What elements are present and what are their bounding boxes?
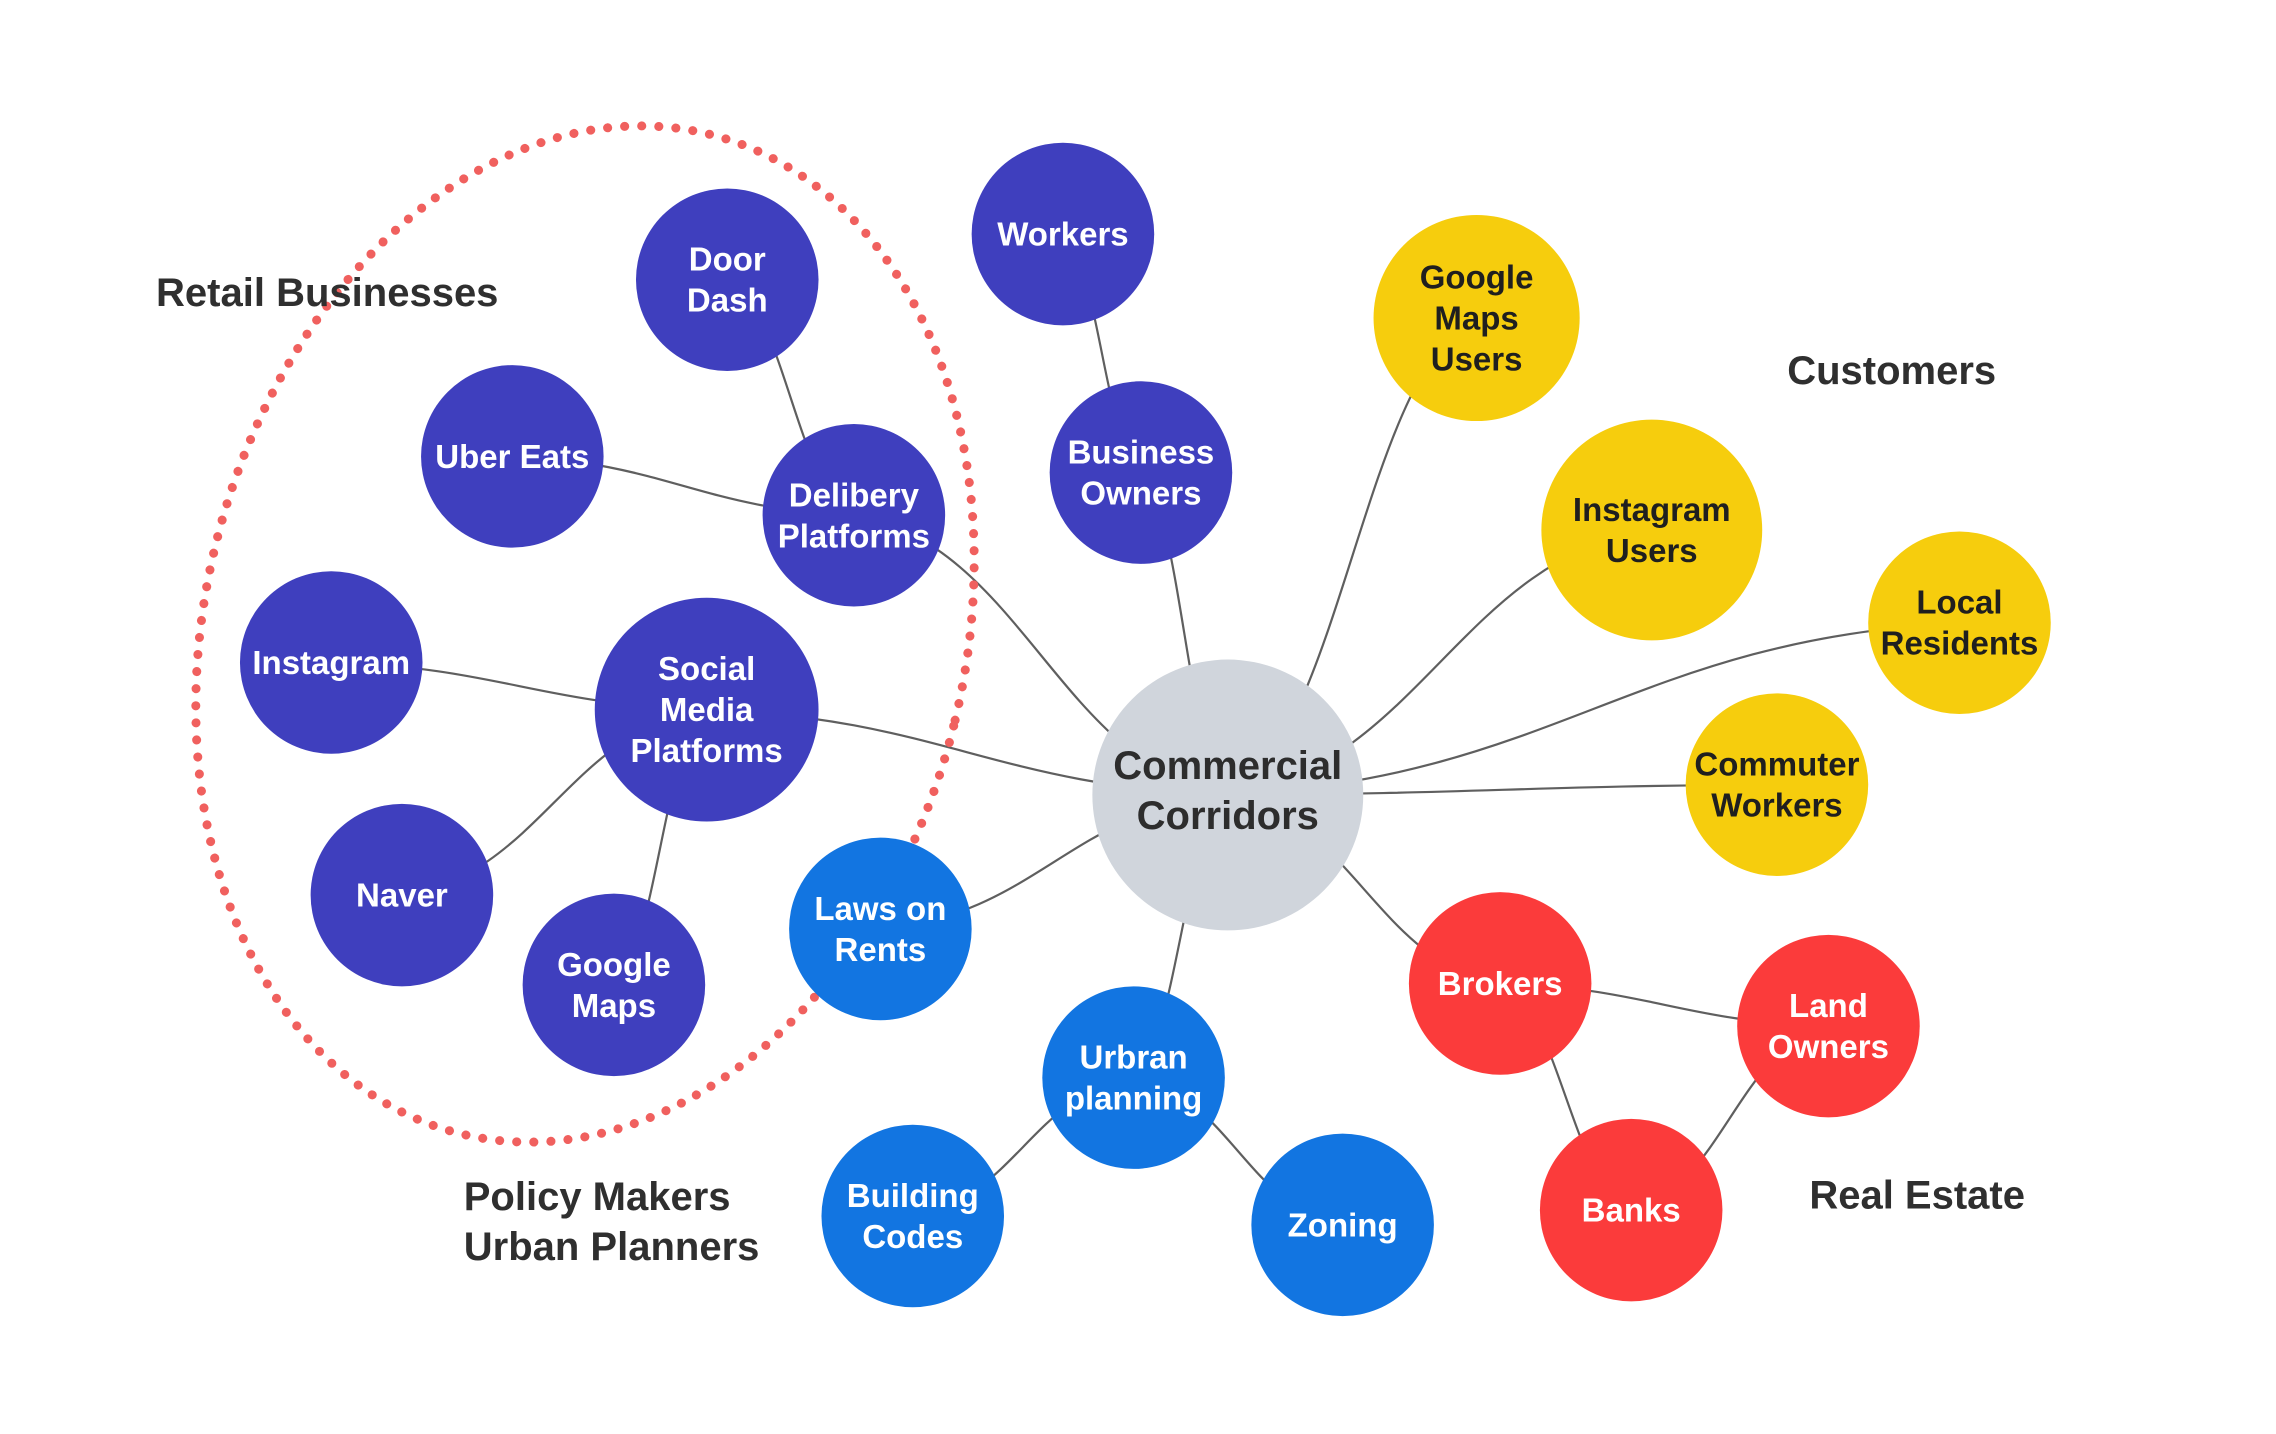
node-delibery-platforms[interactable]: Delibery Platforms [762,423,946,607]
node-commuter-workers-circle [1685,693,1869,876]
node-door-dash-label-line-2: Dash [687,282,768,319]
node-google-maps-users-circle [1373,214,1580,422]
node-door-dash-label-line-1: Door [689,241,766,278]
center-node-label-line-2: Corridors [1137,794,1319,838]
node-workers-label-line-1: Workers [997,216,1128,253]
center-node[interactable]: Commercial Corridors [1092,659,1364,931]
group-label-policy-2: Urban Planners [464,1225,760,1269]
node-delibery-platforms-label-line-1: Delibery [789,476,920,513]
node-google-maps[interactable]: Google Maps [522,893,706,1077]
node-naver[interactable]: Naver [310,803,494,987]
node-instagram-circle [239,571,423,754]
node-commuter-workers-label-line-1: Commuter [1694,746,1859,783]
node-commuter-workers[interactable]: Commuter Workers [1685,693,1869,876]
node-building-codes-label-line-2: Codes [862,1218,963,1255]
group-labels: Retail Businesses Customers Real Estate Pol… [156,271,2025,1269]
node-building-codes-label-line-1: Building [847,1177,979,1214]
node-instagram-users-circle [1541,419,1763,641]
nodes-layer: Door Dash Uber Eats Delibery Platforms Instag… [239,142,2051,1317]
node-google-maps-users-label-line-1: Google [1420,258,1534,295]
node-banks[interactable]: Banks [1539,1118,1723,1302]
node-local-residents-label-line-2: Residents [1881,625,2039,662]
node-google-maps-users[interactable]: Google Maps Users [1373,214,1580,422]
node-social-media-platforms[interactable]: Social Media Platforms [594,597,819,822]
node-delibery-platforms-circle [762,423,946,607]
node-naver-label-line-1: Naver [356,877,448,914]
node-urbran-planning-label-line-1: Urbran [1079,1039,1187,1076]
node-workers-circle [971,142,1155,326]
node-urbran-planning-label-line-2: planning [1065,1080,1202,1117]
node-social-media-platforms-label-line-1: Social [658,650,755,687]
center-node-circle [1092,659,1364,931]
node-workers[interactable]: Workers [971,142,1155,326]
node-local-residents-circle [1868,531,2051,715]
node-uber-eats-label-line-1: Uber Eats [435,438,589,475]
node-door-dash-circle [635,188,819,371]
node-instagram-users[interactable]: Instagram Users [1541,419,1763,641]
node-land-owners-label-line-1: Land [1789,987,1868,1024]
node-land-owners[interactable]: Land Owners [1737,934,1920,1118]
center-node-label-line-1: Commercial [1113,744,1342,788]
node-business-owners-label-line-2: Owners [1080,475,1201,512]
node-brokers-label-line-1: Brokers [1438,965,1563,1002]
node-land-owners-circle [1737,934,1920,1118]
node-laws-on-rents-label-line-1: Laws on [814,890,946,927]
group-label-customers: Customers [1787,349,1996,393]
node-zoning-label-line-1: Zoning [1288,1206,1398,1243]
node-laws-on-rents[interactable]: Laws on Rents [789,837,972,1021]
node-google-maps-label-line-1: Google [557,946,671,983]
node-laws-on-rents-circle [789,837,972,1021]
node-banks-label-line-1: Banks [1582,1192,1681,1229]
group-label-policy-1: Policy Makers [464,1175,731,1219]
node-building-codes[interactable]: Building Codes [821,1124,1005,1308]
node-urbran-planning[interactable]: Urbran planning [1042,986,1225,1169]
node-building-codes-circle [821,1124,1005,1308]
node-google-maps-users-label-line-3: Users [1431,340,1523,377]
node-instagram-users-label-line-1: Instagram [1573,491,1731,528]
node-social-media-platforms-label-line-2: Media [660,691,754,728]
node-brokers[interactable]: Brokers [1408,892,1592,1075]
node-business-owners-label-line-1: Business [1068,434,1215,471]
node-door-dash[interactable]: Door Dash [635,188,819,371]
node-social-media-platforms-label-line-3: Platforms [631,732,783,769]
node-zoning[interactable]: Zoning [1251,1133,1434,1317]
node-local-residents-label-line-1: Local [1916,584,2002,621]
node-local-residents[interactable]: Local Residents [1868,531,2051,715]
node-uber-eats-circle [421,365,604,548]
node-naver-circle [310,803,494,987]
node-google-maps-circle [522,893,706,1077]
node-urbran-planning-circle [1042,986,1225,1169]
node-instagram-label-line-1: Instagram [252,644,410,681]
node-brokers-circle [1408,892,1592,1075]
group-label-retail: Retail Businesses [156,271,498,315]
node-google-maps-users-label-line-2: Maps [1434,299,1518,336]
node-banks-circle [1539,1118,1723,1302]
node-instagram[interactable]: Instagram [239,571,423,754]
node-social-media-platforms-circle [594,597,819,822]
retail-businesses-boundary [191,121,979,1147]
node-google-maps-label-line-2: Maps [572,987,656,1024]
node-land-owners-label-line-2: Owners [1768,1028,1889,1065]
node-instagram-users-label-line-2: Users [1606,532,1698,569]
node-commuter-workers-label-line-2: Workers [1711,787,1842,824]
node-uber-eats[interactable]: Uber Eats [421,365,604,548]
node-business-owners-circle [1049,381,1233,564]
node-laws-on-rents-label-line-2: Rents [835,931,927,968]
node-zoning-circle [1251,1133,1434,1317]
group-label-real-estate: Real Estate [1809,1174,2025,1218]
node-delibery-platforms-label-line-2: Platforms [778,517,930,554]
node-business-owners[interactable]: Business Owners [1049,381,1233,564]
